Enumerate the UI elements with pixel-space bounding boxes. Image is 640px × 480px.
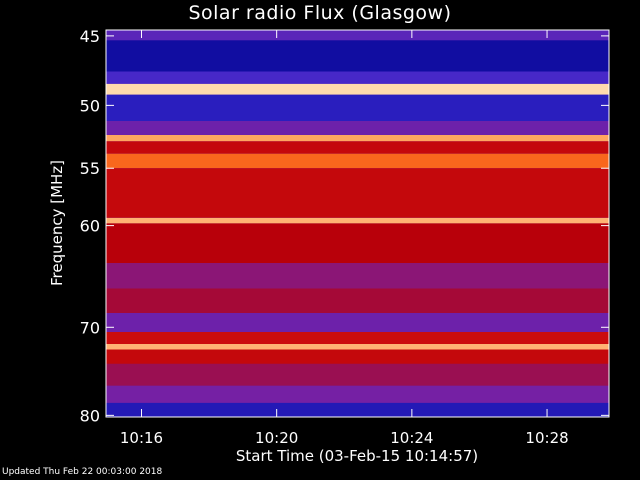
frequency-band-17 (106, 349, 609, 364)
frequency-band-9 (106, 168, 609, 218)
frequency-band-11 (106, 223, 609, 263)
x-tick-label: 10:24 (390, 429, 433, 447)
frequency-band-13 (106, 288, 609, 313)
frequency-band-20 (106, 402, 609, 417)
y-axis: 45 50 55 60 70 80 (80, 27, 609, 425)
x-tick-label: 10:16 (120, 429, 163, 447)
plot-area (106, 30, 609, 417)
y-tick-label: 70 (80, 318, 100, 337)
frequency-band-12 (106, 263, 609, 289)
frequency-band-7 (106, 141, 609, 154)
frequency-band-10 (106, 217, 609, 224)
y-tick-label: 45 (80, 27, 100, 46)
y-tick-label: 50 (80, 96, 100, 115)
plot-border (105, 29, 610, 418)
frequency-band-19 (106, 385, 609, 403)
y-tick-label: 55 (80, 159, 100, 178)
chart-title: Solar radio Flux (Glasgow) (188, 2, 452, 24)
frequency-band-16 (106, 344, 609, 350)
frequency-band-15 (106, 332, 609, 345)
y-tick-label: 80 (80, 406, 100, 425)
frequency-band-0 (106, 30, 609, 41)
x-axis: 10:16 10:20 10:24 10:28 (120, 30, 569, 447)
x-tick-label: 10:28 (525, 429, 568, 447)
frequency-band-8 (106, 153, 609, 169)
frequency-band-6 (106, 135, 609, 142)
frequency-band-18 (106, 363, 609, 386)
frequency-band-4 (106, 94, 609, 121)
plot-frame (105, 29, 610, 418)
x-tick-label: 10:20 (255, 429, 298, 447)
frequency-band-14 (106, 313, 609, 332)
x-axis-label: Start Time (03-Feb-15 10:14:57) (236, 447, 478, 465)
frequency-band-5 (106, 121, 609, 135)
y-tick-label: 60 (80, 217, 100, 236)
y-axis-label: Frequency [MHz] (48, 160, 66, 286)
update-timestamp: Updated Thu Feb 22 00:03:00 2018 (2, 467, 163, 477)
frequency-band-2 (106, 71, 609, 84)
frequency-band-3 (106, 83, 609, 95)
frequency-band-1 (106, 40, 609, 72)
